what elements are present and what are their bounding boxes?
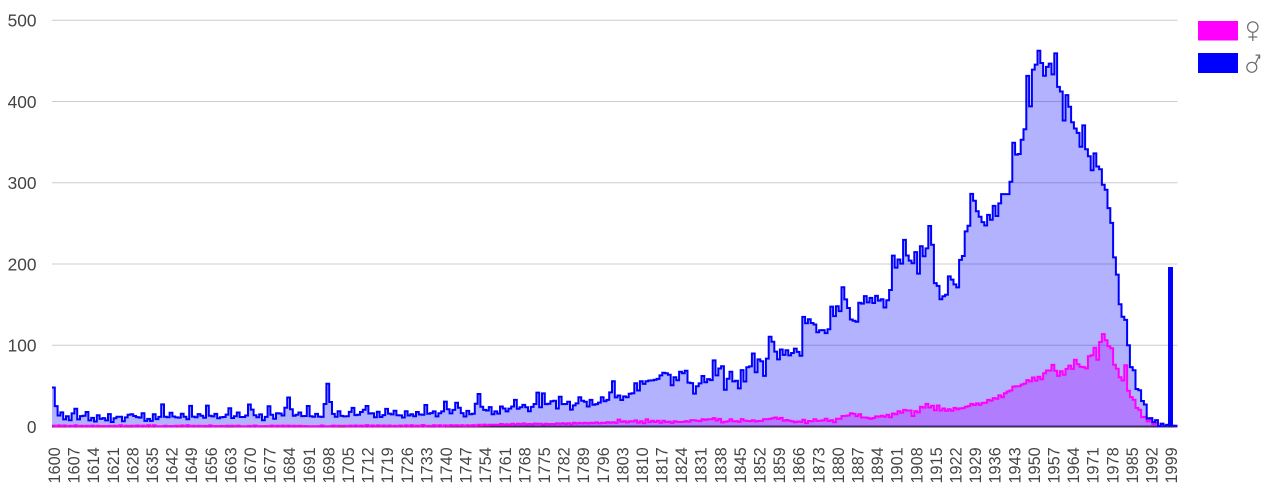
svg-text:1684: 1684 [281,447,299,483]
svg-text:1873: 1873 [810,447,828,483]
svg-text:1733: 1733 [418,447,436,483]
svg-text:1845: 1845 [732,447,750,483]
svg-text:1985: 1985 [1124,447,1142,483]
svg-text:500: 500 [8,11,37,31]
svg-text:1775: 1775 [536,447,554,483]
svg-text:1915: 1915 [928,447,946,483]
svg-text:100: 100 [8,336,37,356]
svg-text:1901: 1901 [889,447,907,483]
svg-text:1691: 1691 [301,447,319,483]
svg-text:1628: 1628 [124,447,142,483]
svg-text:1747: 1747 [458,447,476,483]
svg-text:1859: 1859 [771,447,789,483]
svg-text:1635: 1635 [144,447,162,483]
svg-text:1663: 1663 [222,447,240,483]
svg-text:300: 300 [8,173,37,193]
svg-text:1887: 1887 [850,447,868,483]
svg-text:1614: 1614 [85,447,103,483]
svg-text:1838: 1838 [712,447,730,483]
svg-text:1761: 1761 [497,447,515,483]
svg-text:1803: 1803 [614,447,632,483]
svg-text:1957: 1957 [1046,447,1064,483]
svg-text:1943: 1943 [1006,447,1024,483]
svg-text:1852: 1852 [752,447,770,483]
svg-text:1908: 1908 [908,447,926,483]
svg-text:1726: 1726 [399,447,417,483]
svg-text:1656: 1656 [203,447,221,483]
svg-text:1978: 1978 [1104,447,1122,483]
svg-text:1677: 1677 [262,447,280,483]
svg-text:1880: 1880 [830,447,848,483]
svg-text:1999: 1999 [1163,447,1181,483]
svg-text:1719: 1719 [379,447,397,483]
svg-text:1600: 1600 [46,447,64,483]
svg-text:1649: 1649 [183,447,201,483]
svg-text:1922: 1922 [948,447,966,483]
svg-text:200: 200 [8,254,37,274]
svg-text:1831: 1831 [693,447,711,483]
svg-text:1670: 1670 [242,447,260,483]
svg-text:1810: 1810 [634,447,652,483]
svg-text:1607: 1607 [66,447,84,483]
svg-text:1936: 1936 [987,447,1005,483]
svg-text:1642: 1642 [164,447,182,483]
svg-text:1712: 1712 [360,447,378,483]
svg-text:1705: 1705 [340,447,358,483]
svg-text:1621: 1621 [105,447,123,483]
svg-text:1866: 1866 [791,447,809,483]
svg-text:1789: 1789 [575,447,593,483]
svg-text:1782: 1782 [556,447,574,483]
svg-text:1992: 1992 [1144,447,1162,483]
svg-text:1964: 1964 [1065,447,1083,483]
svg-text:1768: 1768 [516,447,534,483]
svg-text:1950: 1950 [1026,447,1044,483]
svg-text:1971: 1971 [1085,447,1103,483]
svg-text:0: 0 [27,417,37,437]
svg-text:1817: 1817 [654,447,672,483]
svg-text:400: 400 [8,92,37,112]
svg-text:1740: 1740 [438,447,456,483]
svg-text:1929: 1929 [967,447,985,483]
svg-text:1894: 1894 [869,447,887,483]
svg-text:1796: 1796 [595,447,613,483]
svg-text:1754: 1754 [477,447,495,483]
svg-text:1698: 1698 [320,447,338,483]
svg-text:1824: 1824 [673,447,691,483]
